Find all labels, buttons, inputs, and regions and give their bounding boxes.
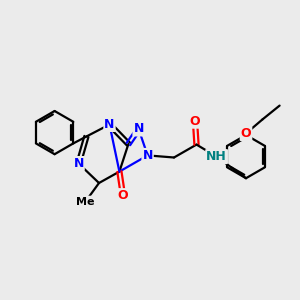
- Text: O: O: [190, 115, 200, 128]
- Text: NH: NH: [206, 150, 227, 163]
- Text: N: N: [104, 118, 115, 131]
- Text: N: N: [142, 149, 153, 162]
- Text: Me: Me: [76, 196, 95, 207]
- Text: N: N: [74, 157, 84, 170]
- Text: O: O: [241, 127, 251, 140]
- Text: O: O: [118, 189, 128, 202]
- Text: N: N: [134, 122, 144, 136]
